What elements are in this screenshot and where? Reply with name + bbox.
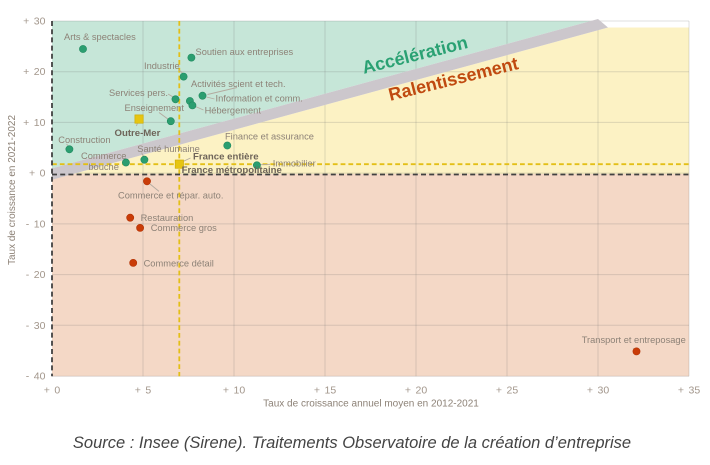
svg-text:+ 30: + 30 (587, 385, 609, 397)
svg-text:Construction: Construction (58, 135, 110, 145)
svg-text:Activités scient et tech.: Activités scient et tech. (191, 79, 286, 89)
svg-text:Restauration: Restauration (141, 213, 194, 223)
svg-text:+ 20: + 20 (23, 66, 45, 78)
svg-text:Arts & spectacles: Arts & spectacles (64, 32, 136, 42)
svg-text:Commerce gros: Commerce gros (151, 223, 217, 233)
svg-text:+ 30: + 30 (23, 16, 45, 28)
svg-text:Finance et assurance: Finance et assurance (225, 132, 314, 142)
svg-text:+ 15: + 15 (314, 385, 336, 397)
svg-text:Santé humaine: Santé humaine (137, 144, 200, 154)
svg-text:Taux de croissance annuel moye: Taux de croissance annuel moyen en 2012-… (263, 399, 479, 410)
svg-text:Hébergement: Hébergement (205, 105, 262, 115)
svg-text:+ 35: + 35 (678, 385, 700, 397)
svg-text:Information et comm.: Information et comm. (216, 94, 303, 104)
svg-text:Services pers.: Services pers. (109, 88, 168, 98)
svg-text:- 20: - 20 (26, 269, 46, 281)
svg-text:+ 10: + 10 (23, 117, 45, 129)
svg-text:Industrie: Industrie (144, 61, 180, 71)
svg-text:Taux de croissance en 2021-202: Taux de croissance en 2021-2022 (7, 115, 18, 266)
svg-text:Enseignement: Enseignement (125, 103, 185, 113)
svg-text:Commerce: Commerce (81, 151, 126, 161)
svg-text:Commerce et répar. auto.: Commerce et répar. auto. (118, 191, 223, 201)
svg-text:Immobilier: Immobilier (273, 159, 316, 169)
svg-text:- 10: - 10 (26, 218, 46, 230)
svg-text:+ 20: + 20 (405, 385, 427, 397)
svg-text:+ 0: + 0 (44, 385, 61, 397)
svg-text:- 30: - 30 (26, 320, 46, 332)
svg-text:France métropolitaine: France métropolitaine (182, 165, 282, 176)
svg-text:Transport et entreposage: Transport et entreposage (582, 335, 686, 345)
svg-text:Source : Insee (Sirene). Trait: Source : Insee (Sirene). Traitements Obs… (73, 434, 631, 452)
svg-text:+ 5: + 5 (135, 385, 152, 397)
svg-text:Outre-Mer: Outre-Mer (115, 128, 161, 139)
svg-text:France entière: France entière (193, 152, 259, 163)
svg-text:Soutien aux entreprises: Soutien aux entreprises (196, 47, 294, 57)
svg-text:Commerce détail: Commerce détail (144, 259, 214, 269)
svg-text:bouche: bouche (88, 162, 119, 172)
svg-text:+ 0: + 0 (29, 168, 46, 180)
svg-text:- 40: - 40 (26, 371, 46, 383)
svg-text:+ 25: + 25 (496, 385, 518, 397)
svg-text:+ 10: + 10 (223, 385, 245, 397)
